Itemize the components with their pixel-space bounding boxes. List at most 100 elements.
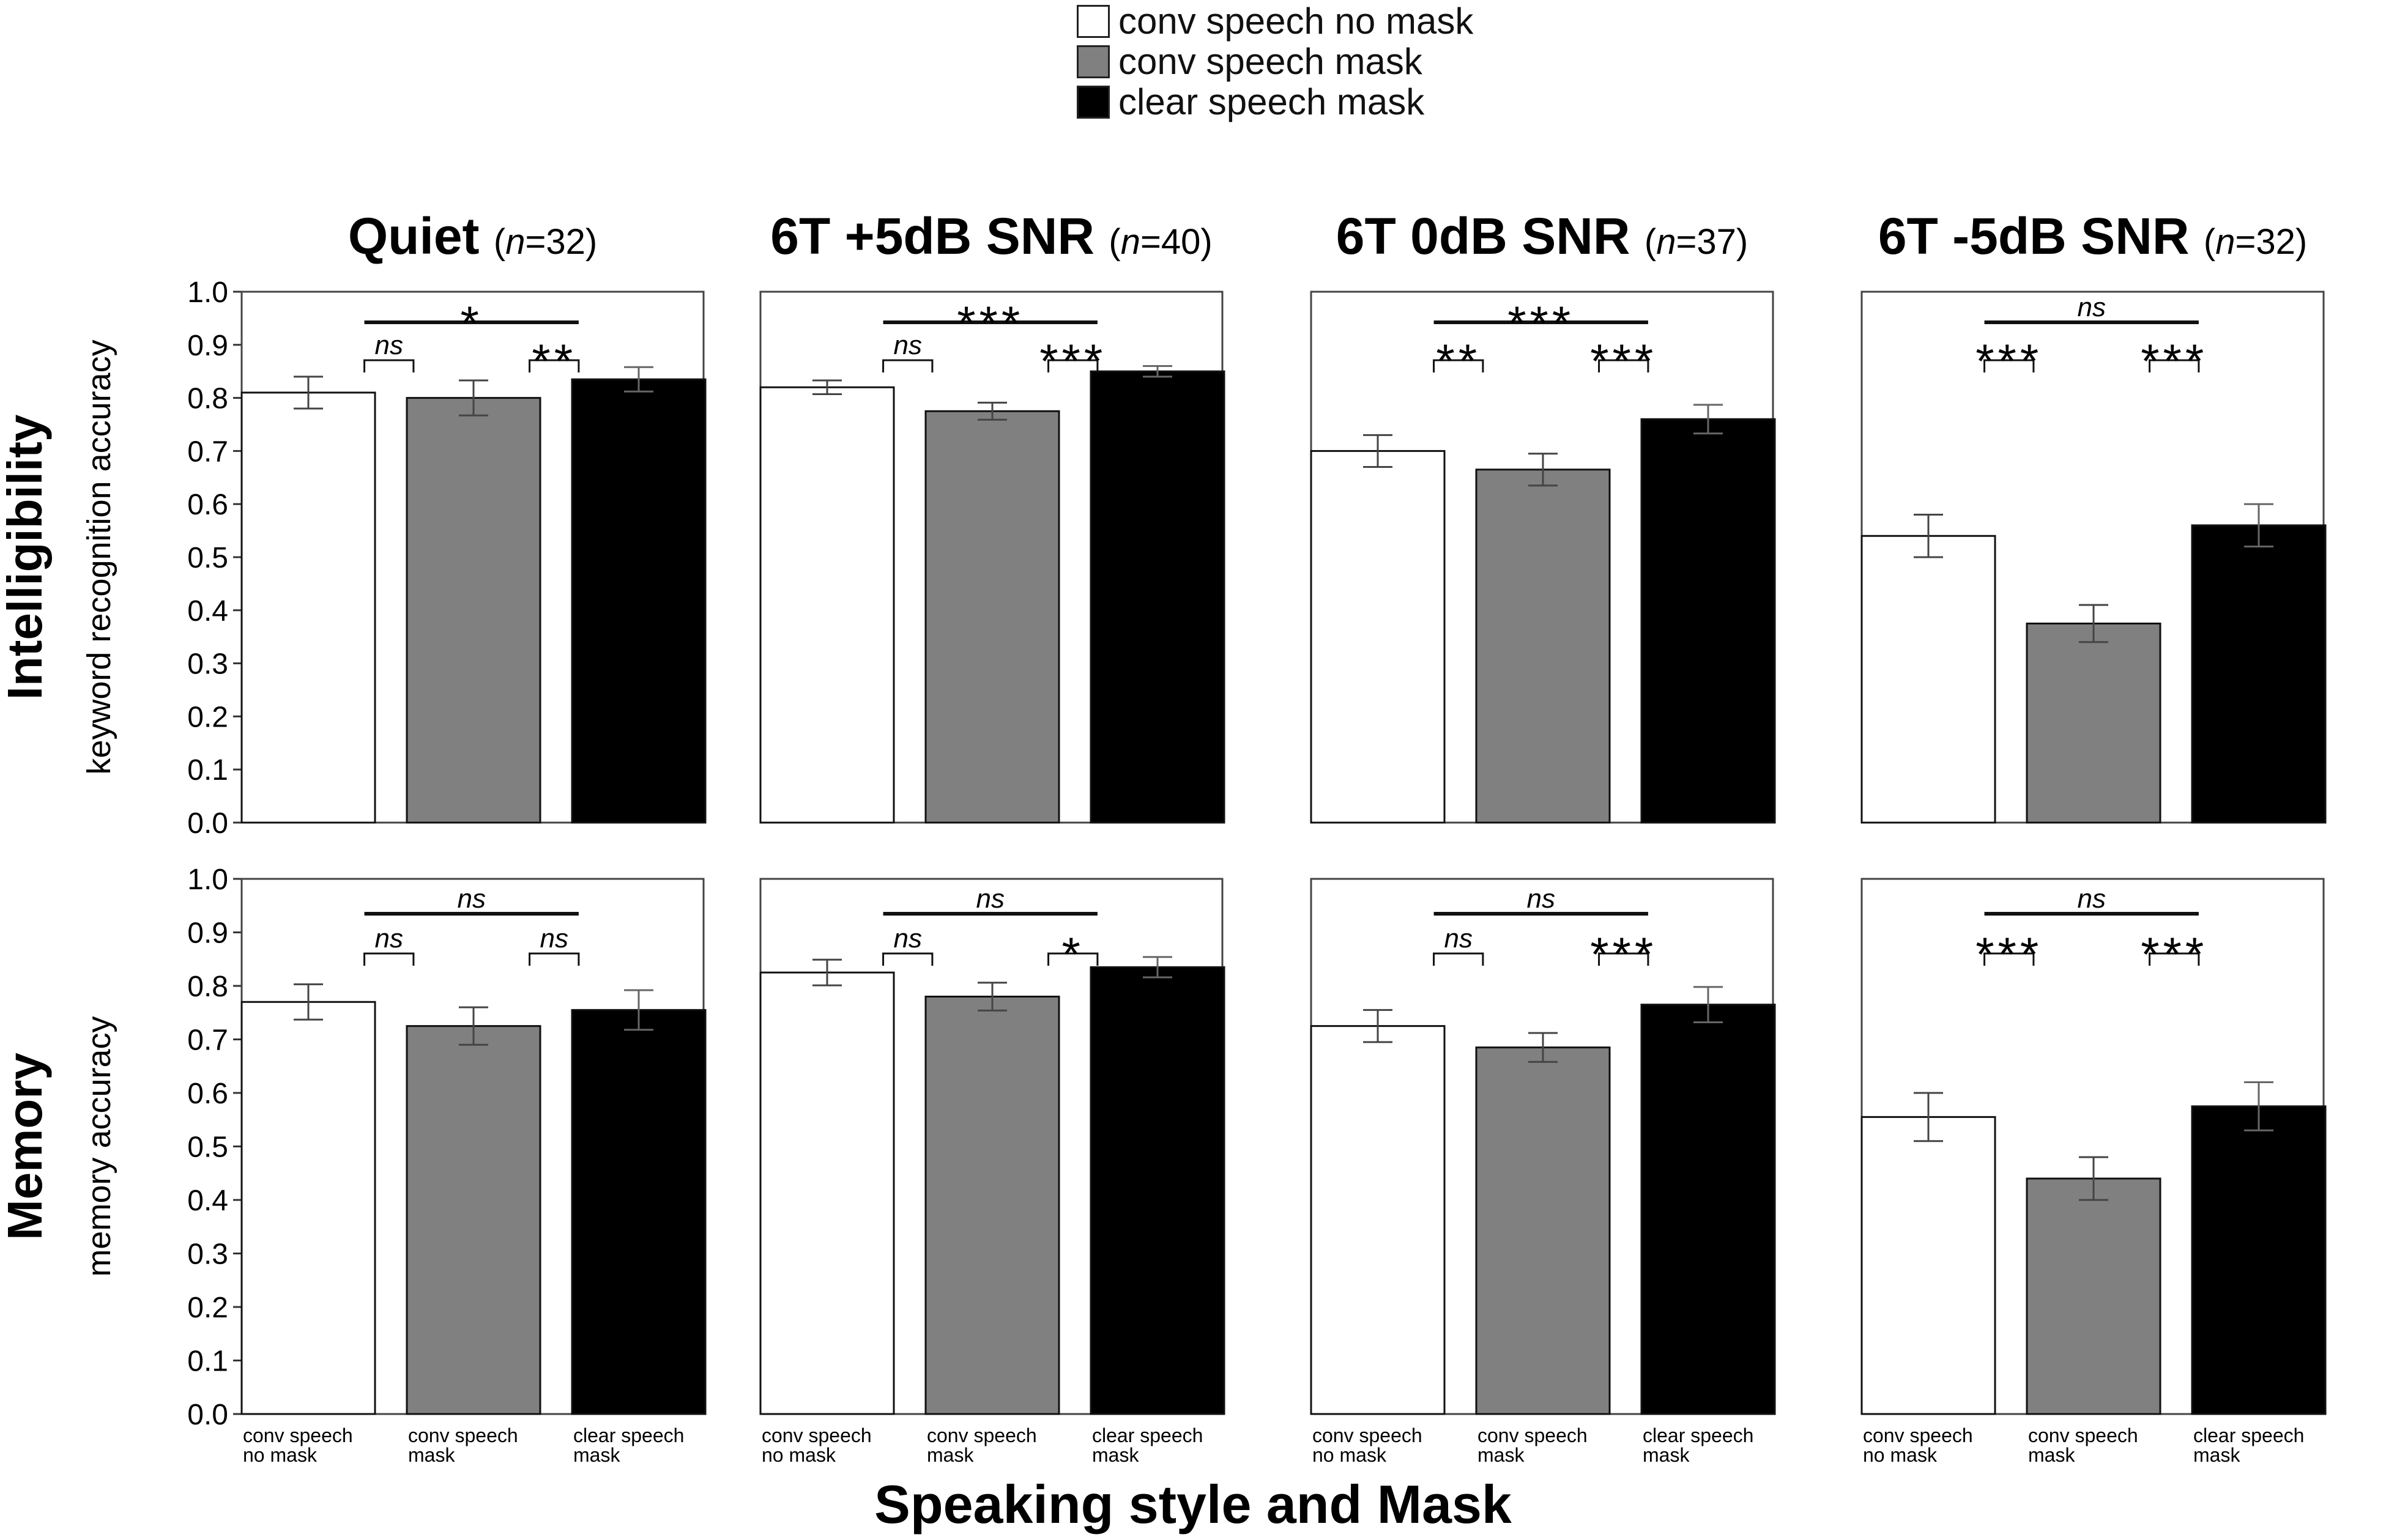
bar	[759, 386, 895, 824]
significance-bracket	[882, 952, 934, 966]
bar	[240, 391, 376, 824]
significance-label: ns	[374, 330, 403, 360]
bar	[1310, 1025, 1446, 1415]
significance-label: ns	[457, 884, 485, 914]
significance-label: ***	[1975, 334, 2042, 388]
y-tick-label: 0.8	[187, 383, 228, 415]
legend-item-conv-no-mask: conv speech no mask	[1077, 0, 1473, 43]
panel-title-n-open: (	[1645, 222, 1656, 262]
bar	[1860, 535, 1996, 824]
panel-title: 6T 0dB SNR (n=37)	[1336, 207, 1748, 265]
x-tick-label: mask	[408, 1444, 455, 1466]
significance-label: ns	[1444, 924, 1472, 953]
bar	[1640, 1004, 1776, 1415]
bar	[2191, 1105, 2327, 1415]
legend-label: conv speech mask	[1118, 41, 1422, 82]
panel-title-n-value: =32)	[2235, 222, 2307, 262]
y-tick-label: 0.8	[187, 971, 228, 1003]
significance-label: *	[461, 296, 483, 350]
y-tick-label: 0.1	[187, 754, 228, 787]
y-tick-label: 0.9	[187, 917, 228, 950]
bar	[924, 410, 1060, 824]
significance-bracket	[529, 359, 580, 372]
y-tick-label: 0.5	[187, 542, 228, 574]
bar	[1310, 450, 1446, 824]
legend: conv speech no mask conv speech mask cle…	[1077, 0, 1627, 128]
significance-bracket	[1433, 952, 1484, 966]
bar	[759, 971, 895, 1415]
significance-label: ns	[893, 330, 921, 360]
significance-bracket	[1983, 952, 2035, 966]
bar	[406, 1025, 541, 1415]
panel-title-main: 6T -5dB SNR	[1878, 207, 2204, 265]
x-tick-label: mask	[2028, 1444, 2075, 1466]
x-tick-label: mask	[2193, 1444, 2240, 1466]
legend-label: clear speech mask	[1118, 81, 1425, 122]
bar	[2191, 524, 2327, 824]
legend-item-clear-mask: clear speech mask	[1077, 81, 1424, 124]
bar	[1475, 468, 1611, 824]
significance-label: ***	[1590, 927, 1657, 981]
legend-swatch-black	[1077, 86, 1110, 119]
panel-title-main: Quiet	[348, 207, 494, 265]
significance-label: **	[1436, 334, 1481, 388]
x-tick-label: conv speech	[762, 1424, 872, 1446]
bar	[1860, 1116, 1996, 1415]
significance-bracket	[1047, 952, 1099, 966]
x-tick-label: no mask	[243, 1444, 318, 1466]
bar	[406, 397, 541, 824]
x-tick-label: mask	[1092, 1444, 1139, 1466]
significance-label: ns	[2077, 884, 2105, 914]
panel-title-n-value: =40)	[1140, 222, 1213, 262]
y-tick-label: 0.6	[187, 1078, 228, 1110]
legend-item-conv-mask: conv speech mask	[1077, 40, 1422, 83]
significance-label: ***	[2141, 927, 2207, 981]
significance-label: ns	[1526, 884, 1555, 914]
y-tick-label: 0.1	[187, 1346, 228, 1378]
panel-title-main: 6T +5dB SNR	[770, 207, 1109, 265]
significance-label: ***	[2141, 334, 2207, 388]
y-tick-label: 0.3	[187, 1238, 228, 1271]
significance-label: **	[532, 334, 576, 388]
x-tick-label: clear speech	[573, 1424, 684, 1446]
x-axis-label: Speaking style and Mask	[874, 1474, 1512, 1534]
y-tick-label: 1.0	[187, 864, 228, 896]
x-tick-label: conv speech	[927, 1424, 1037, 1446]
significance-label: ***	[1507, 296, 1574, 350]
y-axis-label: keyword recognition accuracy	[81, 339, 117, 774]
y-tick-label: 0.0	[187, 807, 228, 840]
panel-title-n: n	[1656, 222, 1676, 262]
significance-label: ***	[1590, 334, 1657, 388]
y-tick-label: 0.4	[187, 595, 228, 627]
bar	[2026, 1177, 2161, 1415]
y-tick-label: 0.5	[187, 1131, 228, 1164]
panel-title-n-open: (	[494, 222, 505, 262]
bar	[2026, 623, 2161, 824]
y-tick-label: 0.2	[187, 1292, 228, 1324]
x-tick-label: conv speech	[1863, 1424, 1973, 1446]
row-label: Memory	[0, 1053, 52, 1240]
panel-title-n: n	[505, 222, 525, 262]
panel-title-n-value: =37)	[1676, 222, 1748, 262]
bar	[924, 996, 1060, 1415]
y-tick-label: 0.7	[187, 435, 228, 468]
bar	[1090, 966, 1225, 1415]
significance-label: ***	[957, 296, 1024, 350]
y-tick-label: 0.6	[187, 489, 228, 521]
significance-bracket	[2149, 359, 2200, 372]
bar	[571, 378, 707, 824]
y-tick-label: 0.0	[187, 1399, 228, 1431]
bar	[1090, 370, 1225, 824]
significance-label: ns	[2077, 292, 2105, 322]
legend-swatch-gray	[1077, 45, 1110, 78]
panel-title: 6T -5dB SNR (n=32)	[1878, 207, 2307, 265]
significance-label: ns	[893, 924, 921, 953]
y-tick-label: 1.0	[187, 276, 228, 309]
significance-bracket	[1598, 952, 1649, 966]
legend-label: conv speech no mask	[1118, 1, 1474, 42]
x-tick-label: mask	[1643, 1444, 1690, 1466]
x-tick-label: mask	[573, 1444, 620, 1466]
significance-bracket	[1598, 359, 1649, 372]
